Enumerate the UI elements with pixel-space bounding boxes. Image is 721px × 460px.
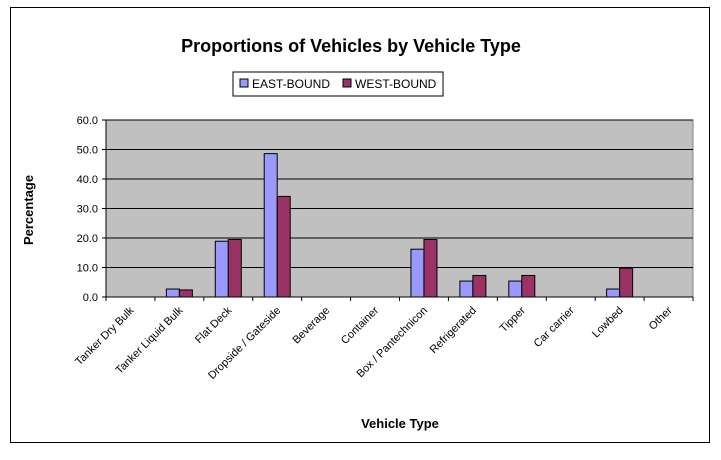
x-tick-label: Tipper (498, 304, 528, 334)
x-tick-label: Container (339, 304, 381, 346)
x-tick-label: Refrigerated (428, 305, 479, 356)
y-tick-label: 20.0 (77, 233, 98, 245)
bar-east-bound-8 (508, 280, 523, 298)
gridlines (106, 119, 693, 268)
y-tick-label: 0.0 (83, 292, 98, 304)
bars (165, 153, 634, 298)
bar-east-bound-10 (606, 288, 621, 298)
legend-label-east-bound: EAST-BOUND (252, 77, 330, 91)
bar-west-bound-10 (619, 267, 634, 298)
y-tick-label: 40.0 (77, 174, 98, 186)
bar-east-bound-6 (410, 248, 425, 298)
bar-east-bound-7 (459, 280, 474, 298)
axes (102, 119, 694, 301)
legend-label-west-bound: WEST-BOUND (355, 77, 437, 91)
bar-west-bound-8 (521, 274, 536, 298)
y-tick-label: 50.0 (77, 145, 98, 157)
x-tick-label: Flat Deck (193, 304, 235, 346)
x-axis-title: Vehicle Type (361, 416, 439, 431)
bar-west-bound-1 (178, 289, 193, 298)
y-tick-label: 30.0 (77, 204, 98, 216)
bar-west-bound-6 (423, 238, 438, 298)
x-tick-label: Other (647, 304, 675, 332)
x-tick-label: Car carrier (532, 304, 577, 349)
y-axis-title: Percentage (21, 175, 36, 245)
y-tick-label: 10.0 (77, 263, 98, 275)
y-tick-label: 60.0 (77, 115, 98, 127)
chart-title: Proportions of Vehicles by Vehicle Type (181, 36, 521, 56)
x-tick-label: Beverage (290, 305, 332, 347)
bar-east-bound-1 (165, 288, 180, 298)
legend: EAST-BOUND WEST-BOUND (232, 71, 444, 97)
bar-east-bound-2 (214, 240, 229, 298)
bar-east-bound-3 (263, 153, 278, 298)
bar-west-bound-7 (472, 274, 487, 298)
legend-swatch-east-bound (239, 78, 249, 88)
x-tick-label: Lowbed (590, 305, 626, 341)
bar-west-bound-3 (276, 195, 291, 298)
bar-west-bound-2 (227, 238, 242, 298)
legend-box (232, 71, 444, 97)
legend-swatch-west-bound (342, 78, 352, 88)
y-tick-labels: 0.0 10.0 20.0 30.0 40.0 50.0 60.0 (77, 115, 98, 304)
